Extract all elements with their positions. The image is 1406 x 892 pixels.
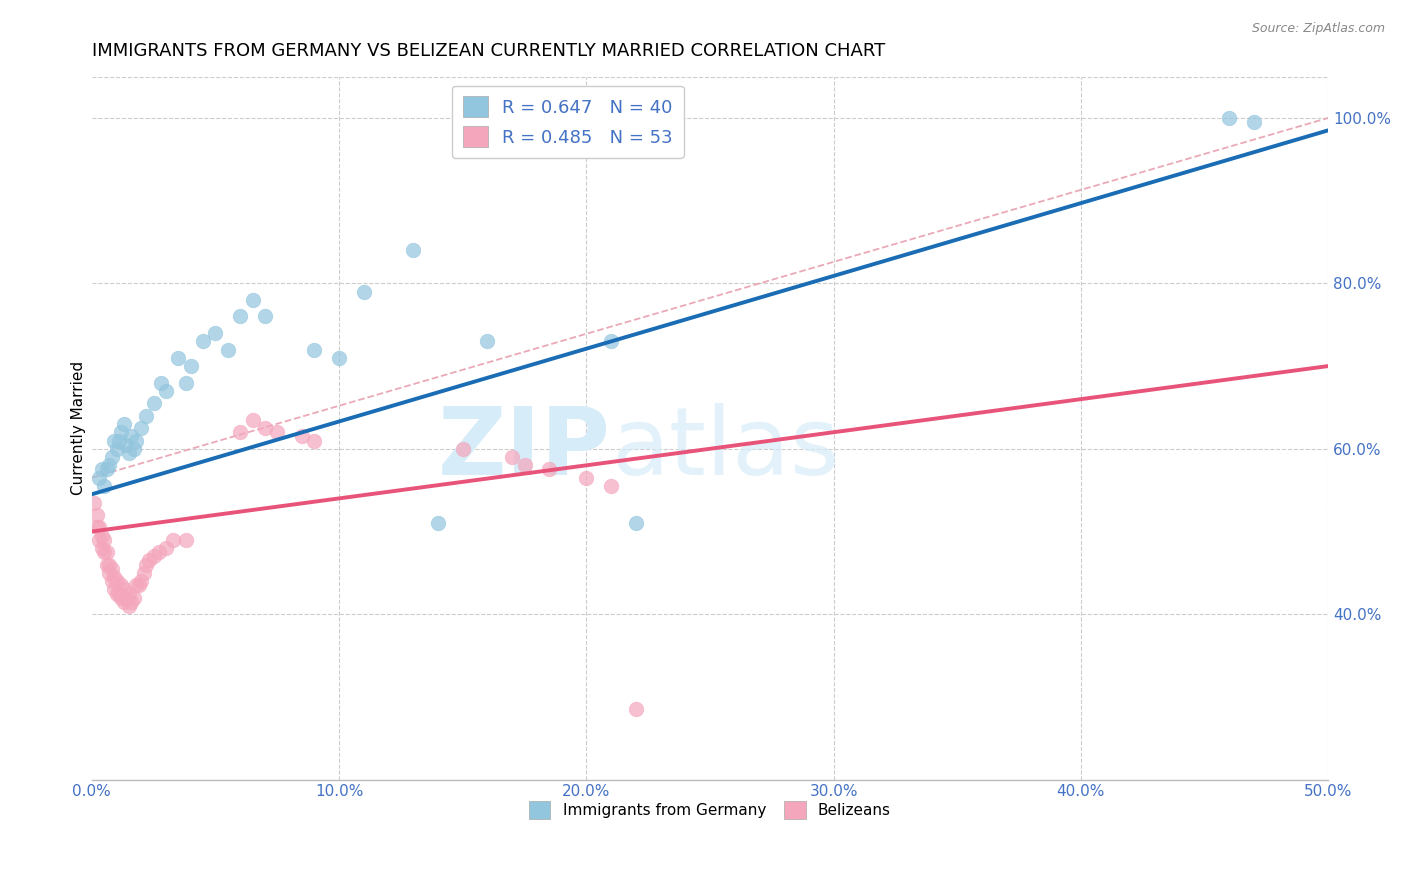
Point [204,326,226,340]
Point [477,334,499,349]
Y-axis label: Currently Married: Currently Married [72,361,86,495]
Point [110,578,132,592]
Text: IMMIGRANTS FROM GERMANY VS BELIZEAN CURRENTLY MARRIED CORRELATION CHART: IMMIGRANTS FROM GERMANY VS BELIZEAN CURR… [91,42,884,60]
Point [98,566,121,580]
Point [242,293,264,307]
Point [90,541,112,555]
Point [155,541,177,555]
Point [100,562,122,576]
Point [112,417,135,431]
Point [110,425,132,440]
Point [138,553,160,567]
Point [129,574,152,588]
Point [103,570,125,584]
Point [304,343,326,357]
Point [1243,115,1265,129]
Point [253,421,276,435]
Point [217,343,239,357]
Point [538,462,561,476]
Point [229,310,252,324]
Point [93,533,115,547]
Point [115,437,138,451]
Point [98,458,121,473]
Point [120,595,142,609]
Point [105,442,128,456]
Point [129,421,152,435]
Point [128,578,150,592]
Point [118,586,141,600]
Point [162,533,184,547]
Point [122,591,145,605]
Point [174,533,197,547]
Point [90,528,112,542]
Point [120,429,142,443]
Point [93,479,115,493]
Point [142,396,165,410]
Point [125,578,148,592]
Point [142,549,165,564]
Point [132,566,155,580]
Point [103,582,125,597]
Point [501,450,523,464]
Point [125,434,148,448]
Point [600,334,623,349]
Point [304,434,326,448]
Point [89,520,111,534]
Point [86,520,108,534]
Point [174,376,197,390]
Point [122,442,145,456]
Point [96,545,118,559]
Point [155,384,177,398]
Point [229,425,252,440]
Point [253,310,276,324]
Point [100,574,122,588]
Point [98,558,121,572]
Point [600,479,623,493]
Point [115,591,138,605]
Point [148,545,170,559]
Point [118,599,141,613]
Point [105,586,128,600]
Point [89,471,111,485]
Point [96,558,118,572]
Point [427,516,450,531]
Point [624,516,647,531]
Point [90,462,112,476]
Point [167,351,190,365]
Point [242,413,264,427]
Point [110,591,132,605]
Point [451,442,474,456]
Point [191,334,214,349]
Point [118,446,141,460]
Point [150,376,173,390]
Point [100,450,122,464]
Point [93,545,115,559]
Point [1218,111,1240,125]
Point [353,285,375,299]
Point [575,471,598,485]
Point [103,434,125,448]
Text: atlas: atlas [612,403,839,495]
Point [402,244,425,258]
Point [328,351,350,365]
Point [135,558,157,572]
Point [135,409,157,423]
Point [112,582,135,597]
Point [291,429,314,443]
Point [105,574,128,588]
Point [89,533,111,547]
Point [83,495,105,509]
Text: ZIP: ZIP [439,403,612,495]
Point [513,458,536,473]
Point [108,434,131,448]
Point [112,595,135,609]
Point [86,508,108,522]
Point [180,359,202,373]
Legend: Immigrants from Germany, Belizeans: Immigrants from Germany, Belizeans [523,795,897,825]
Point [108,586,131,600]
Point [266,425,288,440]
Text: Source: ZipAtlas.com: Source: ZipAtlas.com [1251,22,1385,36]
Point [96,462,118,476]
Point [624,702,647,716]
